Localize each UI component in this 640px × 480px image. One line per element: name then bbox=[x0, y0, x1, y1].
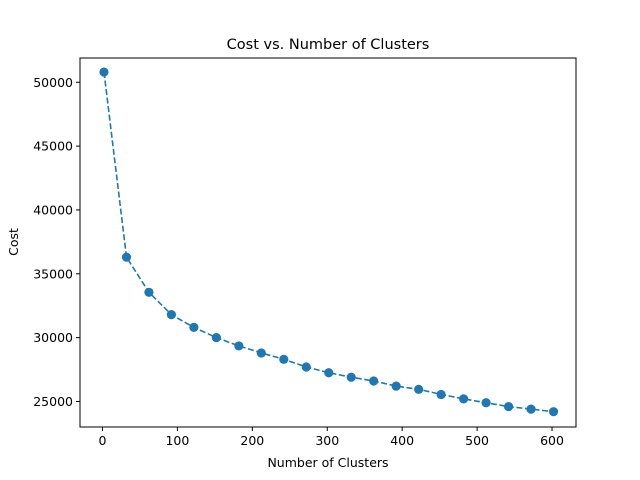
x-tick-label: 500 bbox=[465, 433, 489, 448]
y-tick-label: 50000 bbox=[33, 75, 73, 90]
data-point bbox=[414, 384, 424, 394]
plot-area-frame bbox=[79, 57, 577, 428]
y-tick-label: 25000 bbox=[33, 394, 73, 409]
data-point bbox=[121, 252, 132, 262]
data-point bbox=[548, 407, 559, 417]
data-point bbox=[301, 362, 311, 372]
data-point bbox=[189, 322, 199, 333]
data-point bbox=[481, 398, 491, 408]
data-point bbox=[144, 287, 154, 297]
y-tick-label: 30000 bbox=[33, 330, 73, 345]
data-point bbox=[436, 389, 446, 400]
data-point bbox=[526, 404, 536, 414]
data-point bbox=[324, 368, 334, 378]
y-tick-label: 35000 bbox=[33, 266, 73, 281]
data-point bbox=[234, 341, 244, 351]
data-point bbox=[391, 381, 401, 391]
data-point bbox=[166, 310, 177, 320]
series-layer bbox=[99, 67, 559, 417]
x-tick-label: 400 bbox=[390, 433, 414, 448]
y-axis-label: Cost bbox=[6, 228, 21, 256]
data-point bbox=[279, 354, 289, 364]
x-axis: 0 100 200 300 400 500 600 bbox=[99, 427, 564, 448]
x-tick-label: 100 bbox=[165, 433, 189, 448]
data-point bbox=[256, 348, 266, 358]
data-point bbox=[211, 333, 221, 343]
x-tick-label: 300 bbox=[315, 433, 339, 448]
data-point bbox=[99, 67, 109, 77]
data-point bbox=[346, 372, 356, 382]
series-line bbox=[103, 71, 554, 413]
x-tick-label: 600 bbox=[540, 433, 564, 448]
x-tick-label: 200 bbox=[240, 433, 264, 448]
y-axis: 25000 30000 35000 40000 45000 50000 bbox=[33, 75, 80, 409]
chart-title: Cost vs. Number of Clusters bbox=[227, 37, 430, 53]
data-point bbox=[369, 376, 379, 386]
y-tick-label: 45000 bbox=[33, 139, 73, 154]
x-axis-label: Number of Clusters bbox=[267, 455, 388, 470]
x-tick-label: 0 bbox=[99, 433, 107, 448]
data-point bbox=[503, 401, 514, 412]
data-point bbox=[459, 394, 469, 404]
y-tick-label: 40000 bbox=[33, 202, 73, 217]
